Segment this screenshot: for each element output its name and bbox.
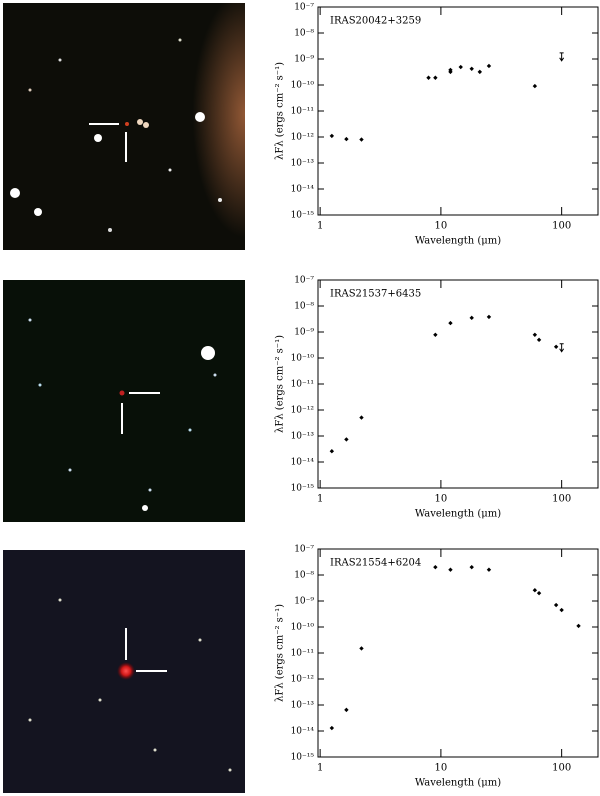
y-tick-label: 10⁻¹⁴	[291, 185, 315, 195]
x-tick-label: 100	[552, 221, 571, 232]
y-tick-label: 10⁻⁸	[294, 29, 314, 39]
y-tick-label: 10⁻¹⁵	[291, 211, 315, 221]
data-point	[344, 707, 349, 713]
data-point	[536, 337, 542, 343]
x-axis-label: Wavelength (μm)	[415, 778, 501, 789]
data-point	[359, 415, 364, 420]
plot-title: IRAS21554+6204	[330, 558, 421, 569]
y-tick-label: 10⁻⁹	[294, 55, 314, 65]
sky-image	[3, 3, 245, 250]
sed-plot: 10⁻⁷ 10⁻⁸ 10⁻⁹ 10⁻¹⁰ 10⁻¹¹ 10⁻¹² 10⁻¹³ 10⁻¹⁴ 10⁻…	[275, 3, 599, 247]
data-point	[559, 607, 564, 613]
x-tick-label: 10	[435, 763, 448, 774]
y-tick-label: 10⁻¹⁰	[291, 623, 315, 633]
y-tick-label: 10⁻¹³	[291, 159, 315, 169]
sed-plot: 10⁻⁷ 10⁻⁸ 10⁻⁹ 10⁻¹⁰ 10⁻¹¹ 10⁻¹² 10⁻¹³ 10⁻¹⁴ 10⁻…	[275, 276, 599, 520]
y-tick-label: 10⁻⁹	[294, 597, 314, 607]
x-tick-label: 1	[317, 494, 323, 505]
y-tick-label: 10⁻¹⁵	[291, 753, 315, 763]
sky-image	[3, 280, 245, 522]
y-tick-label: 10⁻⁷	[294, 3, 314, 13]
data-point	[433, 75, 438, 80]
x-tick-label: 1	[317, 763, 323, 774]
y-tick-label: 10⁻¹²	[291, 406, 315, 416]
y-tick-label: 10⁻⁷	[294, 276, 314, 286]
y-tick-label: 10⁻¹³	[291, 432, 315, 442]
y-axis-label: λFλ (ergs cm⁻² s⁻¹)	[275, 335, 286, 433]
data-point	[329, 133, 335, 139]
data-point	[426, 75, 431, 80]
data-point	[532, 332, 538, 338]
data-point	[433, 332, 438, 338]
x-tick-label: 100	[552, 763, 571, 774]
y-tick-label: 10⁻¹⁰	[291, 81, 315, 91]
plot-frame	[317, 548, 599, 758]
upper-limit	[559, 343, 565, 353]
sky-image	[3, 550, 245, 793]
data-point	[486, 567, 492, 572]
y-tick-label: 10⁻⁸	[294, 571, 314, 581]
y-tick-label: 10⁻¹⁴	[291, 458, 315, 468]
y-tick-label: 10⁻⁹	[294, 328, 314, 338]
x-tick-label: 10	[435, 221, 448, 232]
data-point	[553, 344, 559, 349]
y-axis-label: λFλ (ergs cm⁻² s⁻¹)	[275, 62, 286, 160]
data-point	[532, 588, 538, 593]
y-tick-label: 10⁻¹⁰	[291, 354, 315, 364]
data-point	[448, 69, 453, 75]
x-tick-label: 10	[435, 494, 448, 505]
y-axis-label: λFλ (ergs cm⁻² s⁻¹)	[275, 604, 286, 702]
data-point	[448, 320, 453, 326]
sed-plot: 10⁻⁷ 10⁻⁸ 10⁻⁹ 10⁻¹⁰ 10⁻¹¹ 10⁻¹² 10⁻¹³ 10⁻¹⁴ 10⁻…	[275, 545, 599, 789]
x-tick-label: 100	[552, 494, 571, 505]
y-tick-label: 10⁻¹²	[291, 675, 315, 685]
y-tick-label: 10⁻¹¹	[291, 107, 314, 117]
y-tick-label: 10⁻⁷	[294, 545, 314, 555]
data-point	[536, 590, 542, 596]
y-tick-label: 10⁻¹¹	[291, 380, 314, 390]
x-axis-label: Wavelength (μm)	[415, 509, 501, 520]
y-tick-label: 10⁻¹²	[291, 133, 315, 143]
data-point	[469, 315, 474, 321]
x-tick-label: 1	[317, 221, 323, 232]
y-tick-label: 10⁻¹⁵	[291, 484, 315, 494]
plot-frame	[317, 6, 599, 216]
y-tick-label: 10⁻⁸	[294, 302, 314, 312]
data-point	[486, 314, 492, 320]
plot-title: IRAS21537+6435	[330, 289, 421, 300]
data-point	[486, 63, 492, 69]
data-point	[477, 69, 483, 75]
data-point	[469, 66, 474, 71]
plot-frame	[317, 279, 599, 489]
data-point	[448, 567, 453, 572]
data-point	[458, 64, 463, 70]
data-point	[553, 602, 559, 608]
data-point	[344, 437, 349, 442]
data-point	[359, 646, 364, 651]
y-tick-label: 10⁻¹⁴	[291, 727, 315, 737]
data-point	[344, 136, 349, 142]
data-point	[359, 137, 364, 142]
upper-limit	[559, 52, 565, 62]
x-axis-label: Wavelength (μm)	[415, 236, 501, 247]
data-point	[329, 449, 335, 454]
data-point	[469, 564, 474, 570]
data-point	[532, 83, 538, 89]
data-point	[329, 725, 335, 731]
y-tick-label: 10⁻¹¹	[291, 649, 314, 659]
data-point	[433, 564, 438, 570]
plot-title: IRAS20042+3259	[330, 16, 421, 27]
data-point	[576, 623, 581, 629]
y-tick-label: 10⁻¹³	[291, 701, 315, 711]
